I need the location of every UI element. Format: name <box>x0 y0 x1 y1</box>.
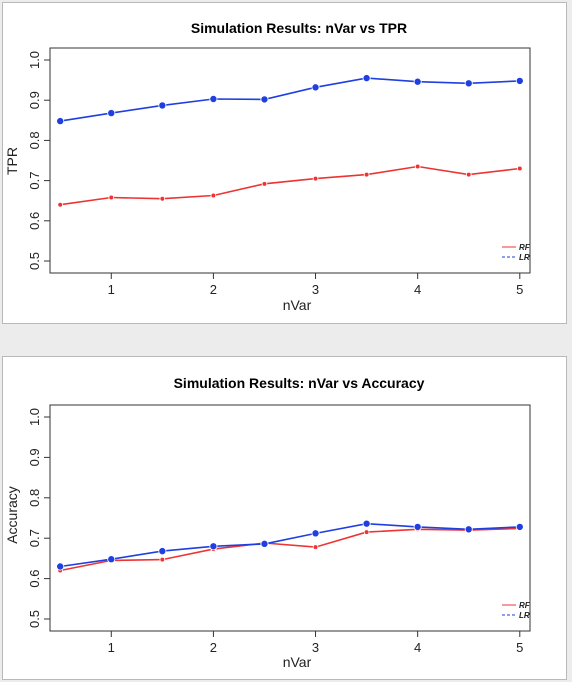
data-point-lr <box>260 539 269 548</box>
data-point-lr <box>158 101 167 110</box>
data-point-lr <box>413 522 422 531</box>
data-point-rf <box>108 194 115 201</box>
data-point-lr <box>311 83 320 92</box>
data-point-rf <box>363 171 370 178</box>
y-tick-label: 0.5 <box>27 252 42 270</box>
data-point-lr <box>56 117 65 126</box>
data-point-lr <box>515 76 524 85</box>
plot-frame <box>49 47 531 274</box>
data-point-lr <box>158 547 167 556</box>
x-tick-label: 4 <box>414 640 421 655</box>
y-tick-label: 0.8 <box>27 489 42 507</box>
data-point-lr <box>515 522 524 531</box>
series-line-rf <box>60 165 520 206</box>
y-tick-label: 0.9 <box>27 91 42 109</box>
series-line-rf <box>60 527 520 572</box>
x-tick-label: 1 <box>108 640 115 655</box>
y-tick-label: 0.6 <box>27 570 42 588</box>
data-point-lr <box>464 79 473 88</box>
data-point-lr <box>107 555 116 564</box>
data-point-lr <box>260 95 269 104</box>
chart-title: Simulation Results: nVar vs TPR <box>191 20 407 36</box>
y-tick-label: 0.6 <box>27 212 42 230</box>
data-point-lr <box>209 94 218 103</box>
data-point-lr <box>209 542 218 551</box>
data-point-lr <box>362 74 371 83</box>
chart-title: Simulation Results: nVar vs Accuracy <box>174 375 425 391</box>
y-tick-label: 0.7 <box>27 172 42 190</box>
tpr-chart: Simulation Results: nVar vs TPR nVar TPR… <box>4 20 531 313</box>
series-line-lr <box>60 522 520 568</box>
legend-label-rf: RF <box>519 243 531 252</box>
data-point-rf <box>363 529 370 535</box>
data-point-rf <box>57 201 64 208</box>
data-point-rf <box>261 181 268 187</box>
data-point-rf <box>159 556 166 563</box>
data-point-rf <box>312 175 319 182</box>
x-tick-label: 3 <box>312 640 319 655</box>
x-tick-label: 5 <box>516 282 523 297</box>
y-tick-label: 1.0 <box>27 408 42 426</box>
y-axis-label: Accuracy <box>4 486 20 544</box>
legend-label-rf: RF <box>519 601 531 610</box>
x-tick-label: 3 <box>312 282 319 297</box>
data-point-lr <box>56 562 65 571</box>
x-tick-label: 2 <box>210 640 217 655</box>
data-point-lr <box>107 109 116 118</box>
x-tick-label: 2 <box>210 282 217 297</box>
x-tick-label: 1 <box>108 282 115 297</box>
chart-panel-accuracy: Simulation Results: nVar vs Accuracy nVa… <box>2 356 567 680</box>
x-tick-label: 4 <box>414 282 421 297</box>
y-tick-label: 1.0 <box>27 51 42 69</box>
y-tick-label: 0.8 <box>27 131 42 149</box>
plot-frame <box>49 404 531 632</box>
series-line-lr <box>60 77 520 122</box>
y-axis-label: TPR <box>4 147 20 175</box>
chart-panel-tpr: Simulation Results: nVar vs TPR nVar TPR… <box>2 2 567 324</box>
data-point-rf <box>465 171 472 178</box>
x-axis-label: nVar <box>283 297 312 313</box>
x-tick-label: 5 <box>516 640 523 655</box>
data-point-rf <box>210 192 217 199</box>
data-point-lr <box>311 529 320 538</box>
data-point-lr <box>413 77 422 86</box>
legend-label-lr: LR <box>519 253 530 262</box>
x-axis-label: nVar <box>283 654 312 670</box>
legend-label-lr: LR <box>519 611 530 620</box>
data-point-rf <box>312 544 319 550</box>
y-tick-label: 0.9 <box>27 448 42 466</box>
y-tick-label: 0.7 <box>27 529 42 547</box>
data-point-rf <box>159 195 166 202</box>
data-point-rf <box>516 165 523 172</box>
data-point-lr <box>464 525 473 534</box>
accuracy-chart: Simulation Results: nVar vs Accuracy nVa… <box>4 375 531 670</box>
y-tick-label: 0.5 <box>27 610 42 628</box>
data-point-lr <box>362 519 371 528</box>
data-point-rf <box>414 163 421 170</box>
